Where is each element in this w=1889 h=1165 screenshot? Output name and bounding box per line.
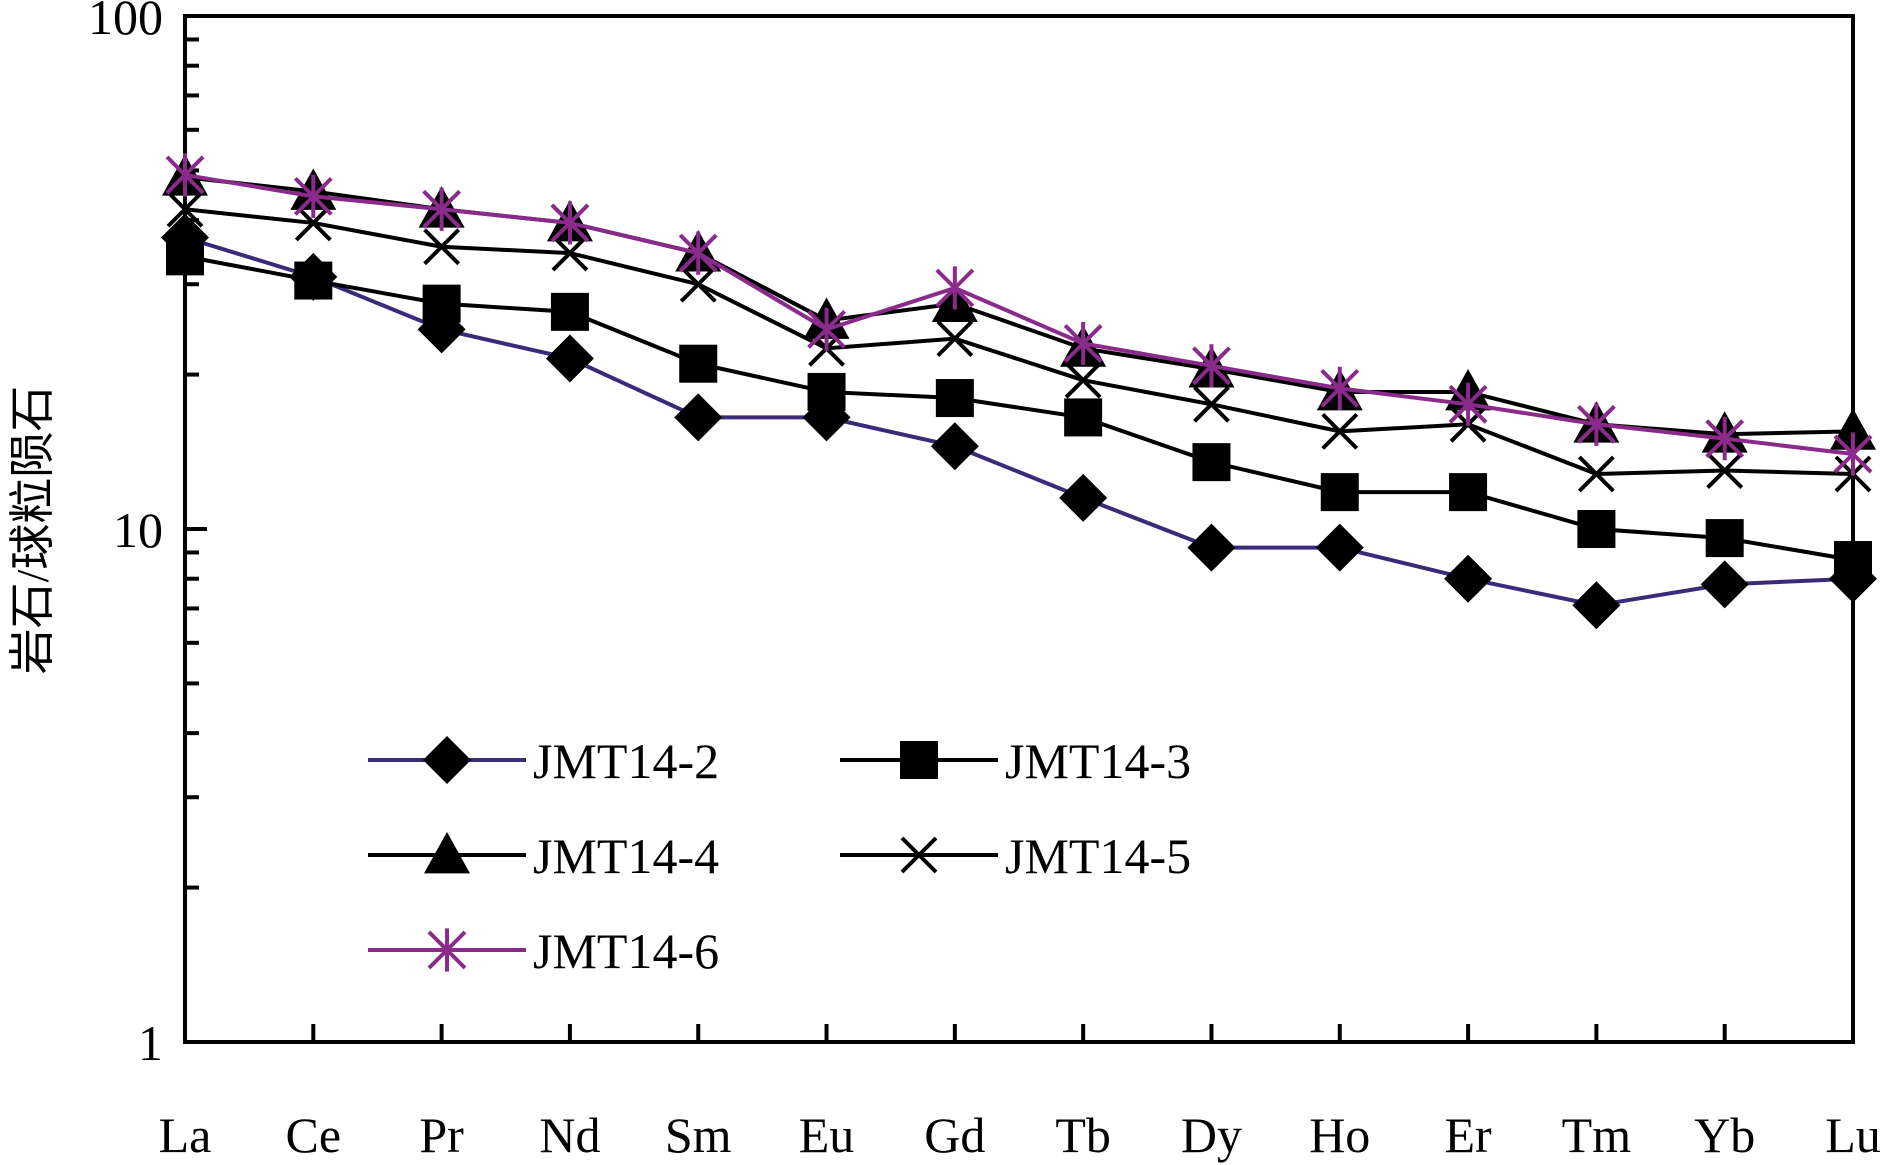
data-point	[1192, 443, 1231, 482]
x-tick-label: Er	[1444, 1107, 1492, 1163]
legend-marker	[900, 836, 938, 874]
data-point	[935, 379, 974, 418]
data-point	[936, 320, 974, 358]
legend-entry: JMT14-3	[840, 733, 1191, 789]
series-JMT14-5	[166, 190, 1872, 493]
x-tick-label: Ce	[286, 1107, 342, 1163]
x-tick-label: Yb	[1694, 1107, 1755, 1163]
data-point	[1192, 344, 1231, 388]
legend-label: JMT14-5	[1005, 828, 1191, 884]
series-line	[184, 172, 1854, 457]
series-line	[184, 207, 1854, 477]
data-point	[807, 307, 846, 351]
data-point	[1315, 523, 1364, 572]
data-point	[1320, 366, 1360, 410]
data-point	[545, 334, 594, 383]
data-point	[1059, 473, 1108, 522]
data-point	[1572, 581, 1621, 630]
x-tick-label: Dy	[1181, 1107, 1242, 1163]
x-tick-label: Eu	[799, 1107, 855, 1163]
x-tick-label: Ho	[1309, 1107, 1370, 1163]
legend-marker	[427, 928, 467, 972]
legend-marker	[423, 736, 471, 784]
data-point	[550, 292, 589, 331]
data-point	[1700, 560, 1749, 609]
data-point	[678, 231, 718, 275]
data-point	[423, 228, 461, 266]
data-point	[1706, 452, 1744, 489]
series-layer	[161, 153, 1877, 630]
data-point	[1064, 398, 1103, 437]
y-tick-label: 10	[113, 502, 163, 558]
legend-label: JMT14-6	[533, 923, 719, 979]
data-point	[679, 265, 717, 303]
data-point	[935, 266, 975, 310]
data-point	[1830, 408, 1876, 450]
axes: 1 10 100 La Ce Pr Nd Sm Eu Gd Tb Dy Ho Er Tm Yb Lu	[88, 0, 1881, 1163]
y-tick-label: 1	[138, 1015, 163, 1071]
data-point	[166, 190, 204, 228]
data-point	[422, 187, 462, 231]
legend-marker	[424, 832, 470, 874]
data-point	[551, 234, 589, 272]
data-point	[165, 153, 205, 197]
data-point	[1064, 361, 1102, 399]
data-point	[1577, 455, 1615, 493]
x-tick-label: Pr	[419, 1107, 464, 1163]
data-point	[1193, 385, 1230, 423]
data-point	[679, 344, 718, 383]
data-point	[1320, 473, 1359, 512]
data-point	[674, 393, 723, 442]
data-point	[1834, 541, 1872, 580]
data-point	[1063, 321, 1103, 366]
data-point	[1833, 432, 1873, 476]
data-point	[1705, 519, 1744, 558]
x-tick-label: Gd	[924, 1107, 985, 1163]
data-point	[294, 204, 332, 242]
legend-label: JMT14-4	[533, 828, 719, 884]
data-point	[1444, 554, 1493, 603]
legend-entry: JMT14-5	[840, 828, 1191, 884]
legend-label: JMT14-3	[1005, 733, 1191, 789]
data-point	[1449, 473, 1488, 512]
legend-entry: JMT14-6	[368, 923, 719, 979]
data-point	[930, 422, 979, 471]
x-tick-label: La	[159, 1107, 212, 1163]
legend-label: JMT14-2	[533, 733, 719, 789]
y-tick-label: 100	[88, 0, 163, 45]
x-tick-label: Lu	[1825, 1107, 1881, 1163]
x-tick-label: Tm	[1562, 1107, 1632, 1163]
data-point	[294, 261, 333, 300]
series-line	[184, 254, 1854, 562]
data-point	[1705, 417, 1745, 461]
data-point	[1576, 402, 1616, 446]
data-point	[1577, 510, 1616, 548]
series-JMT14-3	[166, 237, 1872, 580]
data-point	[166, 237, 204, 276]
x-tick-label: Tb	[1055, 1107, 1111, 1163]
x-tick-label: Sm	[665, 1107, 732, 1163]
data-point	[422, 284, 461, 323]
x-tick-label: Nd	[539, 1107, 600, 1163]
legend: JMT14-2 JMT14-3 JMT14-4 JMT14-5 JMT14-6	[368, 733, 1191, 979]
data-point	[1321, 412, 1359, 450]
data-point	[807, 372, 846, 411]
y-axis-label: 岩石/球粒陨石	[7, 386, 58, 675]
series-JMT14-6	[165, 153, 1873, 476]
data-point	[293, 174, 333, 218]
legend-entry: JMT14-2	[368, 733, 719, 789]
series-JMT14-2	[161, 213, 1877, 630]
legend-entry: JMT14-4	[368, 828, 719, 884]
data-point	[550, 201, 590, 245]
data-point	[1187, 523, 1236, 572]
data-point	[1448, 382, 1488, 426]
legend-marker	[900, 741, 938, 779]
series-line	[184, 235, 1854, 608]
